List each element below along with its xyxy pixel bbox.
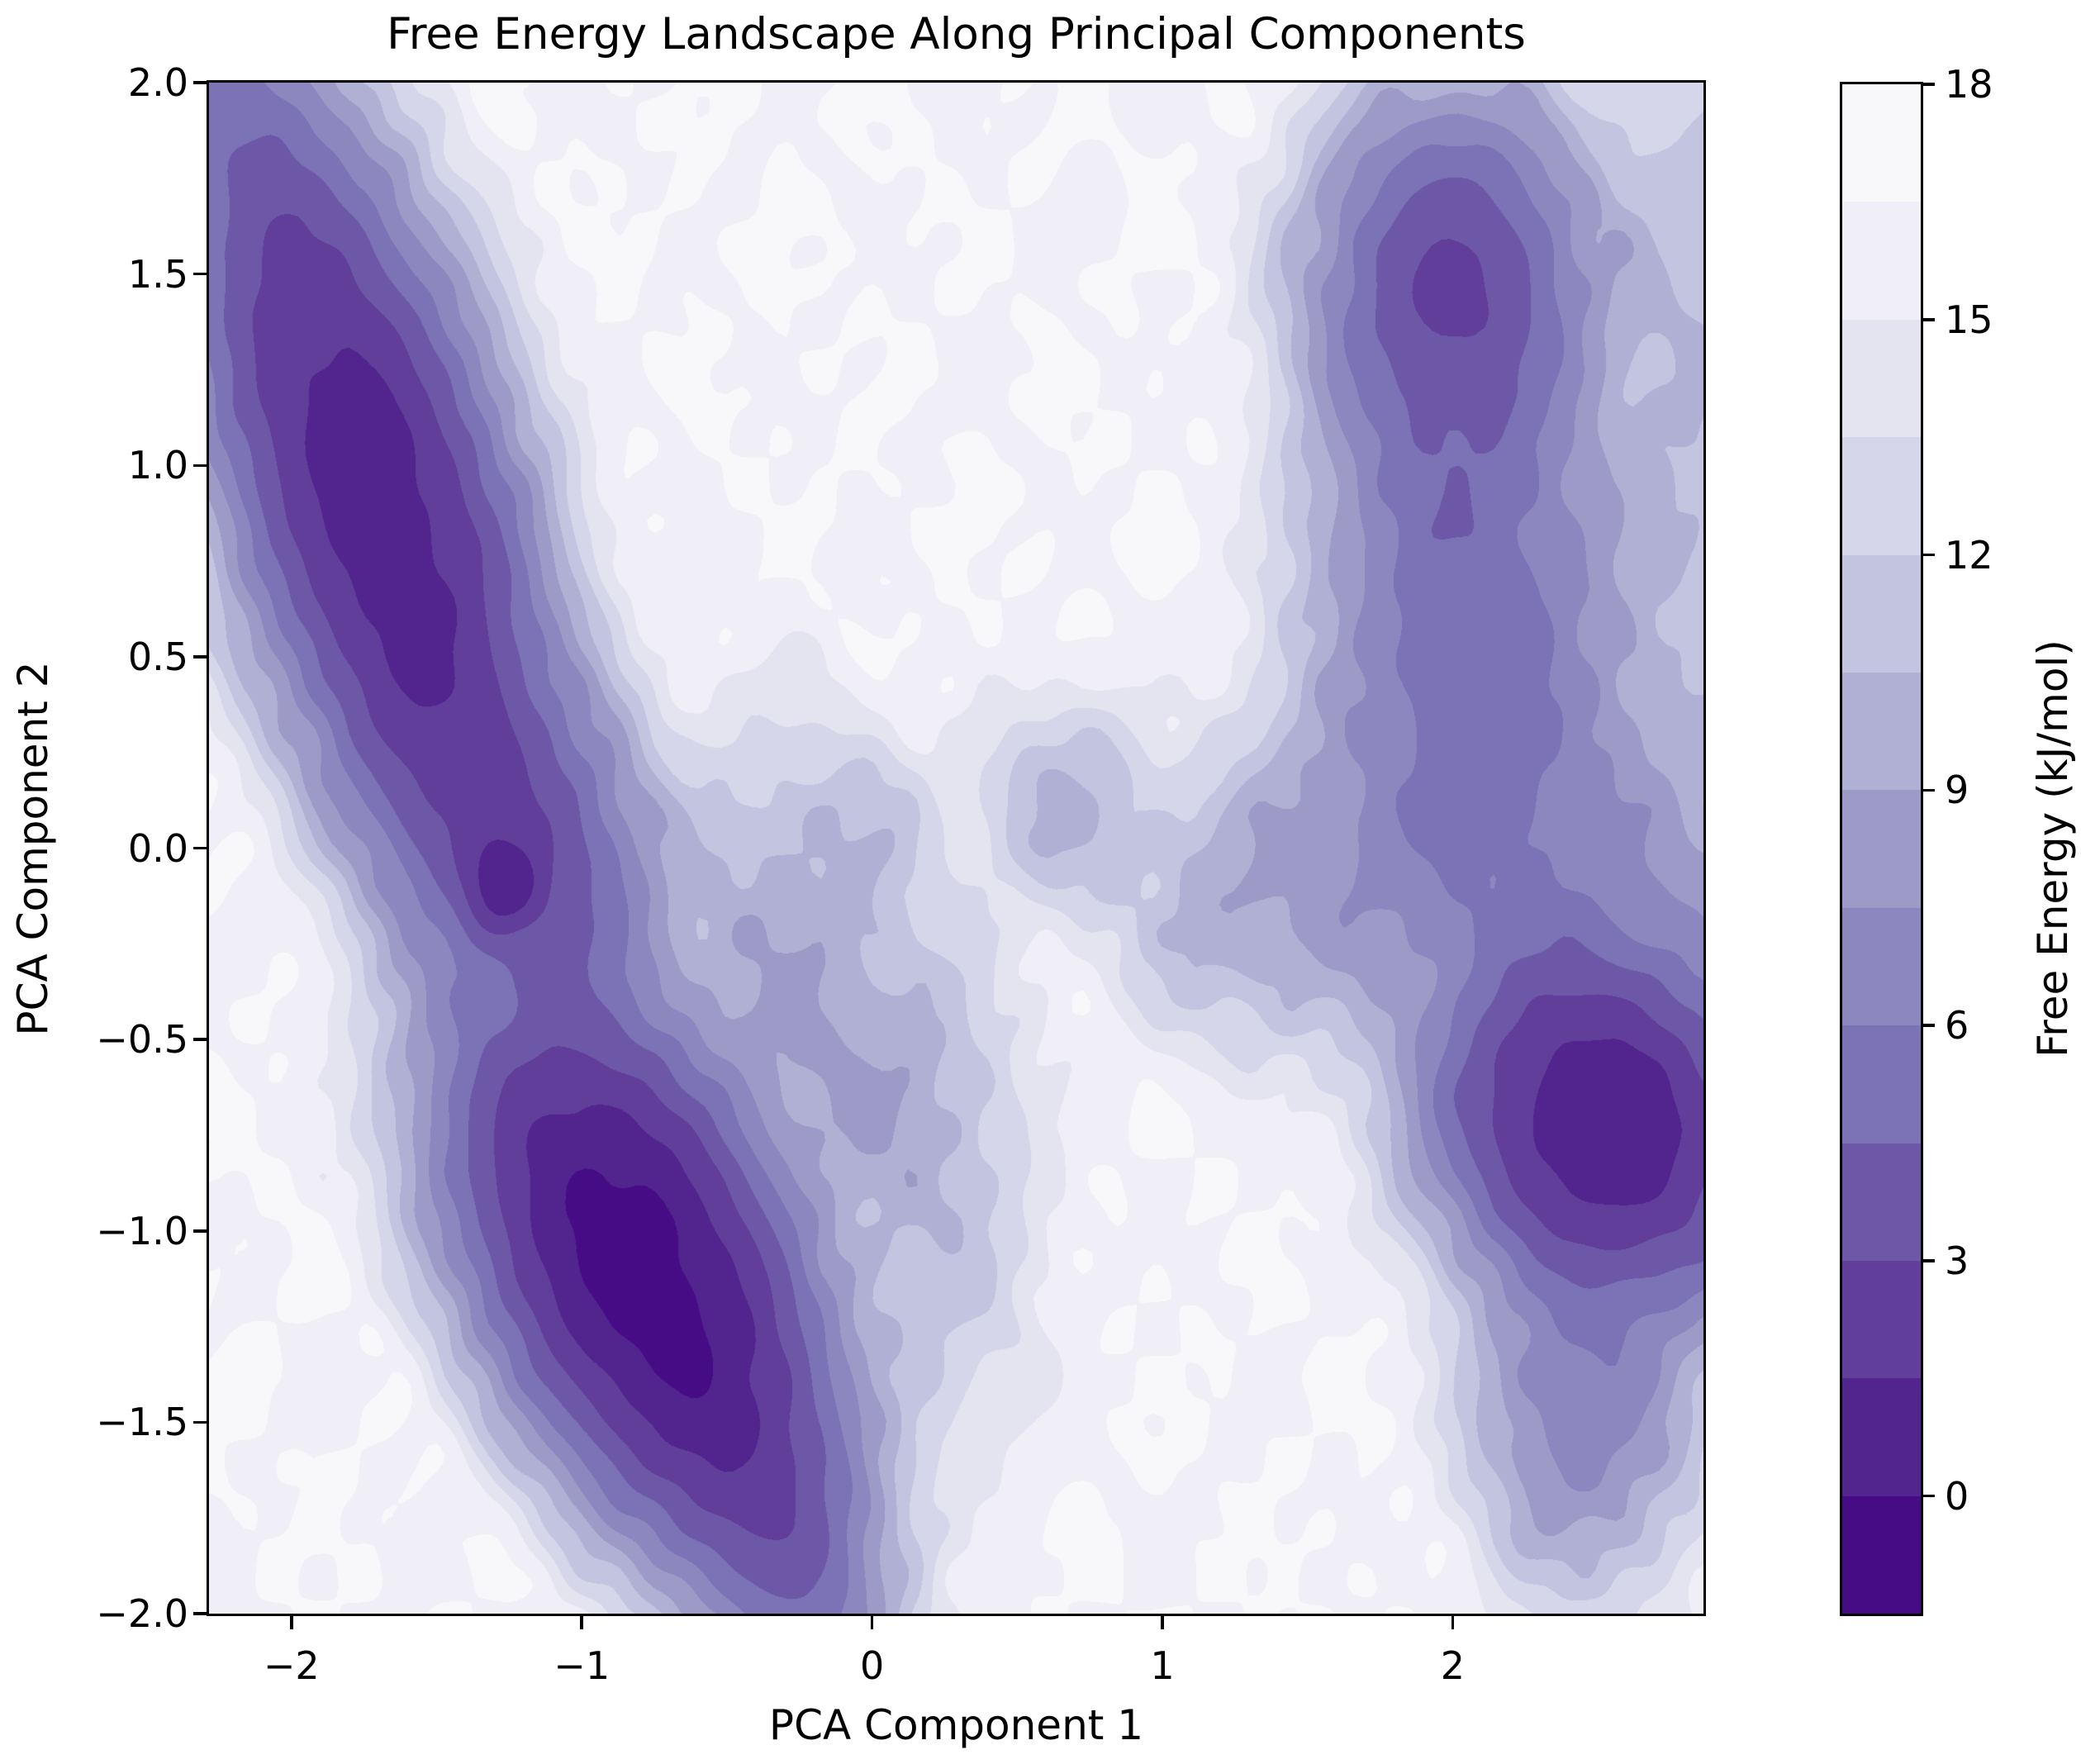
colorbar-segment <box>1842 672 1921 791</box>
colorbar-tick-label: 15 <box>1945 297 1993 342</box>
y-tick-label: 1.0 <box>127 443 188 488</box>
colorbar-segment <box>1842 1143 1921 1261</box>
y-tick-label: −1.0 <box>96 1208 188 1253</box>
colorbar-tick-label: 18 <box>1945 62 1993 107</box>
colorbar-tick-mark <box>1921 318 1935 321</box>
y-tick-mark <box>193 272 207 276</box>
x-tick-label: 2 <box>1440 1643 1466 1688</box>
colorbar-tick-mark <box>1921 553 1935 557</box>
colorbar-segment <box>1842 1260 1921 1379</box>
colorbar-tick-mark <box>1921 1494 1935 1498</box>
colorbar-tick-label: 0 <box>1945 1473 1969 1519</box>
x-tick-label: −1 <box>554 1643 611 1688</box>
x-tick-mark <box>580 1615 583 1629</box>
colorbar-segment <box>1842 790 1921 908</box>
y-tick-mark <box>193 464 207 467</box>
y-tick-label: −1.5 <box>96 1400 188 1445</box>
contour-plot-canvas <box>209 83 1703 1614</box>
x-tick-mark <box>290 1615 293 1629</box>
y-tick-label: 0.5 <box>127 634 188 679</box>
colorbar-segment <box>1842 84 1921 202</box>
colorbar-tick-label: 6 <box>1945 1003 1969 1048</box>
colorbar-tick-mark <box>1921 1024 1935 1027</box>
colorbar-segment <box>1842 907 1921 1026</box>
y-tick-label: 1.5 <box>127 251 188 297</box>
y-tick-mark <box>193 1612 207 1615</box>
colorbar-tick-label: 9 <box>1945 768 1969 813</box>
colorbar-tick-label: 12 <box>1945 532 1993 578</box>
colorbar-segment <box>1842 319 1921 438</box>
x-tick-label: 0 <box>859 1643 885 1688</box>
y-tick-mark <box>193 1420 207 1424</box>
x-tick-mark <box>870 1615 874 1629</box>
y-tick-label: 2.0 <box>127 60 188 105</box>
colorbar-segment <box>1842 1025 1921 1144</box>
colorbar-label: Free Energy (kJ/mol) <box>2029 640 2077 1058</box>
colorbar-tick-label: 3 <box>1945 1238 1969 1283</box>
colorbar-tick-mark <box>1921 83 1935 86</box>
colorbar-segment <box>1842 554 1921 673</box>
y-tick-mark <box>193 846 207 850</box>
y-tick-mark <box>193 1038 207 1041</box>
y-tick-mark <box>193 655 207 659</box>
colorbar-segment <box>1842 1495 1921 1614</box>
colorbar-segment <box>1842 202 1921 320</box>
x-tick-label: −2 <box>263 1643 320 1688</box>
colorbar-tick-mark <box>1921 1259 1935 1262</box>
x-tick-label: 1 <box>1150 1643 1175 1688</box>
colorbar <box>1840 82 1923 1616</box>
y-tick-label: 0.0 <box>127 825 188 871</box>
colorbar-tick-mark <box>1921 788 1935 792</box>
x-axis-label: PCA Component 1 <box>768 1701 1144 1749</box>
y-tick-label: −2.0 <box>96 1591 188 1636</box>
y-tick-label: −0.5 <box>96 1017 188 1063</box>
colorbar-segment <box>1842 437 1921 555</box>
x-tick-mark <box>1161 1615 1164 1629</box>
x-tick-mark <box>1451 1615 1455 1629</box>
y-tick-mark <box>193 81 207 84</box>
chart-title: Free Energy Landscape Along Principal Co… <box>387 9 1526 59</box>
y-tick-mark <box>193 1229 207 1233</box>
colorbar-segment <box>1842 1378 1921 1496</box>
